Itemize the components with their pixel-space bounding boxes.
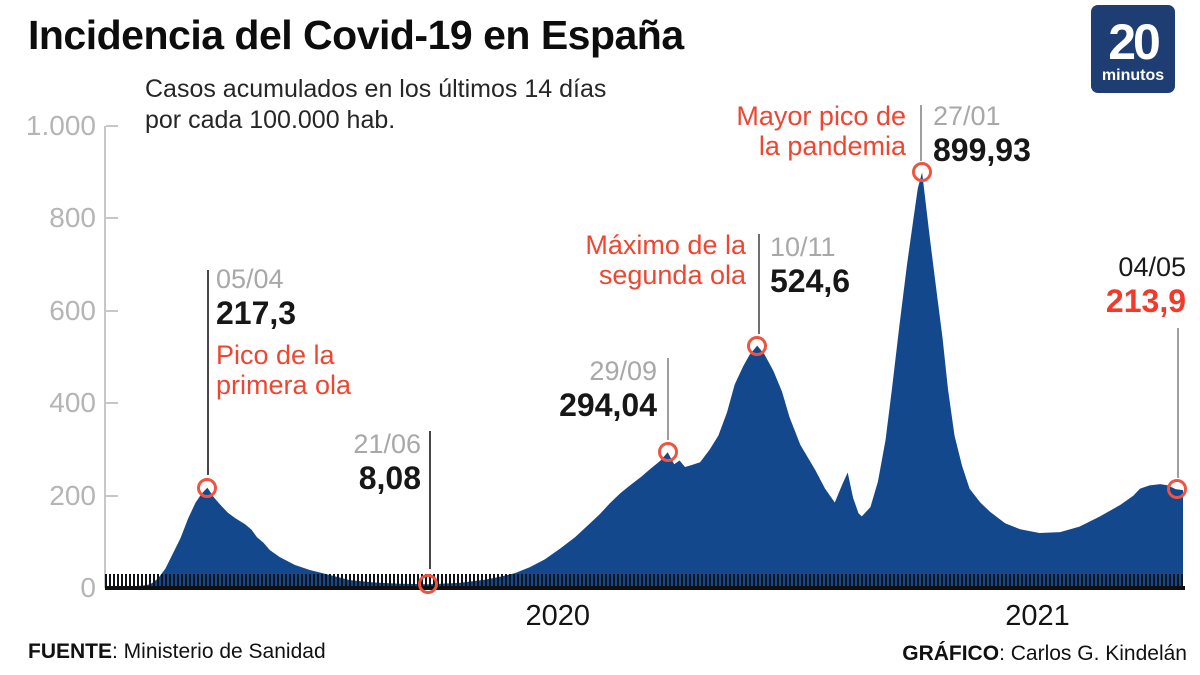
annotation-note-line1: Pico de la xyxy=(216,340,335,370)
y-axis-tick xyxy=(106,494,118,497)
annotation-value: 8,08 xyxy=(358,460,421,496)
incidence-area-series xyxy=(105,172,1183,588)
logo-word: minutos xyxy=(1101,66,1165,84)
x-axis-line xyxy=(105,586,1185,590)
pointer-line-second-wave xyxy=(758,234,760,334)
y-axis-line xyxy=(104,126,106,588)
annotation-date: 05/04 xyxy=(216,264,284,294)
y-axis-tick-label: 400 xyxy=(49,387,96,419)
data-point-marker-21-06 xyxy=(418,574,439,595)
chart-subtitle-line1: Casos acumulados en los últimos 14 días xyxy=(145,75,607,103)
pointer-line-latest xyxy=(1177,328,1179,478)
y-axis-tick-label: 0 xyxy=(80,572,96,603)
annotation-note-pandemic-peak: Mayor pico de la pandemia xyxy=(736,101,906,161)
annotation-value: 899,93 xyxy=(933,132,1031,168)
x-axis-label-2021: 2021 xyxy=(1005,600,1070,632)
pointer-line-pandemic-peak xyxy=(920,105,922,161)
annotation-date: 27/01 xyxy=(933,101,1001,131)
annotation-note-line2: segunda ola xyxy=(598,260,746,290)
x-axis-label-2020: 2020 xyxy=(525,600,590,632)
data-point-marker-10-11 xyxy=(747,335,768,356)
y-axis-tick-label: 800 xyxy=(49,202,96,234)
annotation-note-second-wave: Máximo de la segunda ola xyxy=(585,230,746,290)
data-point-marker-04-05 xyxy=(1166,479,1187,500)
logo-number: 20 xyxy=(1108,13,1161,70)
source-credit: FUENTE: Ministerio de Sanidad xyxy=(28,640,326,664)
pointer-line-first-wave xyxy=(207,270,209,475)
data-point-marker-05-04 xyxy=(197,477,218,498)
annotation-value: 217,3 xyxy=(216,295,297,331)
pointer-line-september xyxy=(667,358,669,440)
chart-subtitle-line2: por cada 100.000 hab. xyxy=(145,106,396,134)
y-axis-tick xyxy=(106,402,118,405)
y-axis-tick-label: 200 xyxy=(49,479,96,511)
area-chart xyxy=(105,172,1183,588)
annotation-date: 21/06 xyxy=(353,429,421,459)
credit-label: GRÁFICO xyxy=(902,642,1000,665)
annotation-value: 213,9 xyxy=(1105,283,1186,319)
annotation-note-line2: la pandemia xyxy=(758,131,906,161)
annotation-september-rise: 29/09 294,04 xyxy=(559,356,657,422)
annotation-note-first-wave: Pico de la primera ola xyxy=(216,340,351,400)
source-value: : Ministerio de Sanidad xyxy=(112,640,326,663)
x-axis-daily-tick-band xyxy=(105,574,1185,586)
y-axis-tick-label: 1.000 xyxy=(25,110,96,141)
credit-value: : Carlos G. Kindelán xyxy=(999,642,1187,665)
annotation-date: 10/11 xyxy=(770,232,836,262)
graphic-credit: GRÁFICO: Carlos G. Kindelán xyxy=(902,642,1187,666)
data-point-marker-27-01 xyxy=(912,162,933,183)
y-axis-tick xyxy=(106,217,118,220)
page-title: Incidencia del Covid-19 en España xyxy=(28,12,684,58)
annotation-pandemic-peak: 27/01 899,93 xyxy=(933,101,1031,167)
annotation-date: 04/05 xyxy=(1118,252,1186,282)
pointer-line-summer-low xyxy=(429,431,431,569)
annotation-value: 524,6 xyxy=(770,263,851,299)
annotation-latest-value: 04/05 213,9 xyxy=(1106,252,1186,318)
source-label: FUENTE xyxy=(28,640,112,663)
annotation-first-wave-peak: 05/04 217,3 xyxy=(216,264,296,330)
annotation-note-line1: Máximo de la xyxy=(585,230,746,260)
20minutos-logo: 20 minutos xyxy=(1091,5,1175,93)
y-axis-tick xyxy=(106,125,118,127)
annotation-second-wave-peak: 10/11 524,6 xyxy=(770,232,850,298)
annotation-summer-low: 21/06 8,08 xyxy=(353,429,421,495)
annotation-date: 29/09 xyxy=(589,356,657,386)
data-point-marker-29-09 xyxy=(657,442,678,463)
chart-subtitle: Casos acumulados en los últimos 14 días … xyxy=(145,74,606,136)
annotation-value: 294,04 xyxy=(559,387,657,423)
y-axis-tick-label: 600 xyxy=(49,294,96,326)
annotation-note-line1: Mayor pico de xyxy=(736,101,906,131)
y-axis-tick xyxy=(106,309,118,312)
annotation-note-line2: primera ola xyxy=(216,370,352,400)
